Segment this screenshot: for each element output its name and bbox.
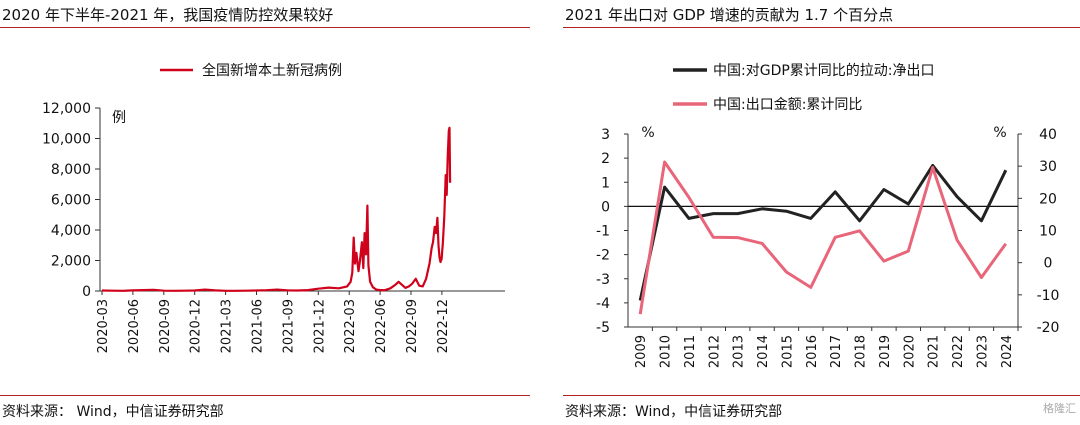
x-tick-label: 2021-09 <box>281 299 296 353</box>
source-divider <box>0 395 530 396</box>
right-y-tick-label: -20 <box>1037 320 1060 336</box>
x-tick-label: 2014 <box>756 335 771 368</box>
source-note: 资料来源： Wind，中信证券研究部 <box>2 404 224 420</box>
x-tick-label: 2013 <box>732 335 747 368</box>
x-tick-label: 2020-09 <box>158 299 173 353</box>
cases-series-line <box>101 126 452 292</box>
export-growth-line <box>638 160 1008 315</box>
covid-cases-line-chart: 0 2,000 4,000 6,000 8,000 10,000 12,000 例 2020-0… <box>42 62 505 353</box>
x-tick-label: 2010 <box>659 335 674 368</box>
legend-label: 中国:对GDP累计同比的拉动:净出口 <box>713 63 935 79</box>
x-tick-label: 2023 <box>975 335 990 368</box>
x-tick-label: 2022 <box>951 335 966 368</box>
x-tick-label: 2011 <box>683 335 698 368</box>
x-tick-label: 2012 <box>707 335 722 368</box>
x-tick-label: 2009 <box>634 335 649 368</box>
title-divider <box>563 27 1080 28</box>
x-tick-label: 2020-06 <box>127 299 142 353</box>
right-y-tick-label: 30 <box>1039 159 1057 175</box>
title-divider <box>0 27 530 28</box>
left-chart-panel: 2020 年下半年-2021 年，我国疫情防控效果较好 0 2,000 4,000 6… <box>0 0 530 425</box>
x-tick-label: 2016 <box>805 335 820 368</box>
right-y-tick-label: 20 <box>1039 191 1057 207</box>
source-note: 资料来源：Wind，中信证券研究部 <box>565 404 783 420</box>
x-tick-label: 2021-06 <box>251 299 266 353</box>
right-chart-panel: 2021 年出口对 GDP 增速的贡献为 1.7 个百分点 -5 -4 -3 -2 -1… <box>563 0 1080 425</box>
left-y-tick-label: -5 <box>596 320 610 336</box>
right-y-tick-label: -10 <box>1037 288 1060 304</box>
left-y-axis-unit-label: % <box>641 125 654 141</box>
y-tick-label: 12,000 <box>42 101 91 117</box>
watermark-text: 格隆汇 <box>1043 402 1076 415</box>
x-tick-label: 2020-12 <box>189 299 204 353</box>
x-tick-label: 2022-06 <box>374 299 389 353</box>
left-y-tick-label: 3 <box>601 127 610 143</box>
right-y-tick-label: 10 <box>1039 224 1057 240</box>
left-y-tick-label: -2 <box>596 248 610 264</box>
y-tick-label: 0 <box>82 284 91 300</box>
x-tick-label: 2017 <box>829 335 844 368</box>
watermark-logo: 格隆汇 <box>1043 400 1076 416</box>
x-tick-label: 2015 <box>780 335 795 368</box>
left-y-tick-label: -3 <box>596 272 610 288</box>
net-export-contribution-line <box>638 163 1008 301</box>
x-tick-label: 2021-03 <box>220 299 235 353</box>
source-divider <box>563 395 1080 396</box>
x-tick-label: 2022-03 <box>343 299 358 353</box>
chart-title: 2021 年出口对 GDP 增速的贡献为 1.7 个百分点 <box>565 6 894 24</box>
chart-title: 2020 年下半年-2021 年，我国疫情防控效果较好 <box>2 6 334 24</box>
x-tick-label: 2018 <box>854 335 869 368</box>
y-tick-label: 10,000 <box>42 132 91 148</box>
y-tick-label: 4,000 <box>51 223 91 239</box>
y-axis-unit-label: 例 <box>112 110 126 126</box>
x-tick-label: 2022-12 <box>436 299 451 353</box>
left-y-tick-label: 2 <box>601 151 610 167</box>
x-tick-label: 2021-12 <box>312 299 327 353</box>
right-y-tick-label: 40 <box>1039 127 1057 143</box>
x-tick-label: 2020 <box>902 335 917 368</box>
legend-label: 全国新增本土新冠病例 <box>202 62 342 79</box>
x-tick-label: 2020-03 <box>96 299 111 353</box>
y-tick-label: 2,000 <box>51 254 91 270</box>
right-y-tick-label: 0 <box>1044 256 1053 272</box>
left-y-tick-label: 1 <box>601 175 610 191</box>
left-y-tick-label: -1 <box>596 224 610 240</box>
x-tick-label: 2021 <box>927 335 942 368</box>
x-tick-label: 2024 <box>1000 335 1015 368</box>
y-tick-label: 8,000 <box>51 162 91 178</box>
left-y-tick-label: -4 <box>596 296 610 312</box>
legend-label: 中国:出口金额:累计同比 <box>713 97 862 113</box>
y-tick-label: 6,000 <box>51 193 91 209</box>
x-tick-label: 2019 <box>878 335 893 368</box>
right-y-axis-unit-label: % <box>993 125 1006 141</box>
left-y-tick-label: 0 <box>601 199 610 215</box>
x-tick-label: 2022-09 <box>405 299 420 353</box>
